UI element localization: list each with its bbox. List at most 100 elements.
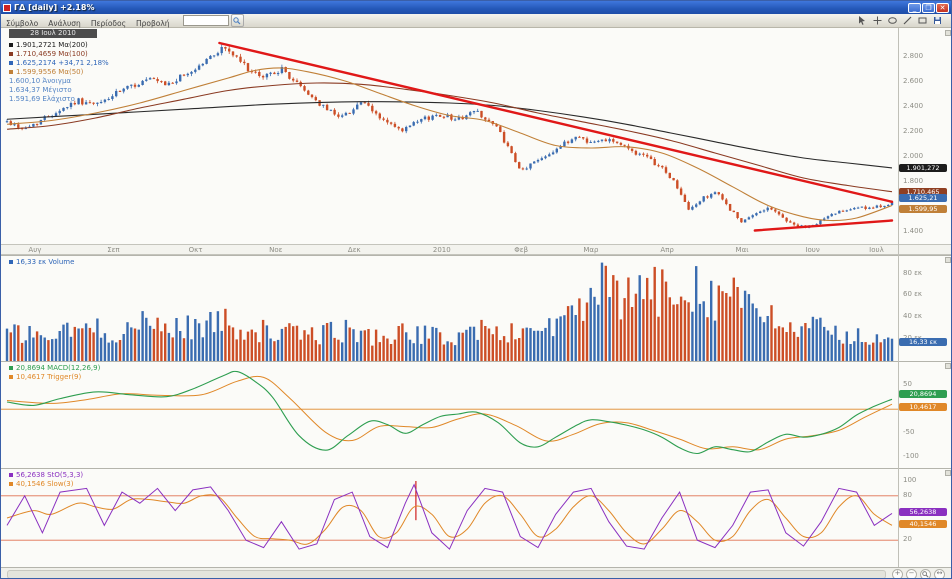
time-axis: Αυγ Σεπ Οκτ Νοε Δεκ 2010 Φεβ Μαρ Απρ Μαι Ιουν Ιουλ [1, 244, 951, 255]
minimize-button[interactable]: _ [908, 2, 921, 13]
value-badge: 16,33 εκ [899, 338, 947, 347]
value-badge: 20,8694 [899, 390, 947, 399]
month-label: 2010 [432, 246, 451, 254]
axis-label: 2.400 [903, 101, 924, 110]
month-label: Αυγ [28, 246, 42, 254]
stoch-legend-text: 56,2638 StO(5,3,3) [16, 470, 84, 479]
zoom-in-icon[interactable]: + [892, 568, 903, 578]
title-bar[interactable]: ΓΔ [daily] +2.18% _ ❐ ✕ [1, 1, 951, 14]
ellipse-tool-icon[interactable] [887, 15, 898, 26]
legend-bullet-icon [9, 374, 13, 379]
window-title: ΓΔ [daily] +2.18% [14, 3, 95, 12]
price-legend-row-2: 1.710,4659 Μα(100) [9, 49, 109, 58]
macd-legend-row-2: 10,4617 Trigger(9) [9, 372, 100, 381]
value-badge: 1.901,272 [899, 163, 947, 172]
macd-legend-text: 10,4617 Trigger(9) [16, 372, 82, 381]
volume-legend-row-1: 16,33 εκ Volume [9, 257, 74, 266]
symbol-search-input[interactable] [182, 15, 229, 26]
restore-button[interactable]: ❐ [922, 2, 935, 13]
legend-bullet-icon [9, 42, 13, 47]
stochastic-panel[interactable] [1, 468, 951, 567]
axis-label: 50 [903, 380, 912, 389]
month-label: Δεκ [347, 246, 361, 254]
value-badge: 1.625,21 [899, 194, 947, 203]
menu-bar: Σύμβολο Ανάλυση Περίοδος Προβολή [1, 14, 951, 28]
month-label: Ιουλ [869, 246, 884, 254]
axis-gutter-divider [898, 28, 899, 567]
stoch-legend-text: 40,1546 Slow(3) [16, 479, 74, 488]
save-tool-icon[interactable] [932, 15, 943, 26]
volume-panel[interactable] [1, 255, 951, 361]
legend-bullet-icon [9, 60, 13, 65]
menu-3[interactable]: Περίοδος [90, 19, 126, 28]
price-legend-row-5: 1.600,10 Άνοιγμα [9, 76, 109, 85]
volume-legend-text: 16,33 εκ Volume [16, 257, 75, 266]
axis-label: 2.600 [903, 76, 924, 85]
rectangle-tool-icon[interactable] [917, 15, 928, 26]
value-badge: 40,1546 [899, 520, 947, 529]
pan-icon[interactable]: ↔ [934, 568, 945, 578]
month-label: Νοε [269, 246, 283, 254]
month-label: Ιουν [805, 246, 820, 254]
menu-1[interactable]: Σύμβολο [6, 19, 39, 28]
date-label: 28 Ιουλ 2010 [9, 29, 97, 38]
search-button[interactable] [230, 14, 244, 27]
month-label: Οκτ [188, 246, 203, 254]
macd-panel[interactable] [1, 361, 951, 468]
axis-label: 80 εκ [903, 268, 923, 277]
panel-grip-icon[interactable] [945, 470, 951, 476]
axis-label: 2.800 [903, 51, 924, 60]
macd-legend-text: 20,8694 MACD(12,26,9) [16, 363, 101, 372]
stoch-legend-row-2: 40,1546 Slow(3) [9, 479, 83, 488]
axis-label: 2.000 [903, 151, 924, 160]
price-panel[interactable] [1, 28, 951, 244]
axis-label: 2.200 [903, 126, 924, 135]
price-legend-text: 1.625,2174 +34,71 2,18% [16, 58, 109, 67]
magnifier-icon [233, 16, 241, 24]
price-legend-row-3: 1.625,2174 +34,71 2,18% [9, 58, 109, 67]
legend-bullet-icon [9, 69, 13, 74]
h-scrollbar[interactable] [7, 569, 886, 578]
axis-label: 20 [903, 535, 912, 544]
chart-area: 28 Ιουλ 2010 1.901,2721 Μα(200) 1.710,465… [1, 28, 951, 578]
price-legend-row-1: 1.901,2721 Μα(200) [9, 40, 109, 49]
macd-legend: 20,8694 MACD(12,26,9) 10,4617 Trigger(9) [9, 363, 100, 381]
axis-label: 80 [903, 490, 912, 499]
price-legend-text: 1.901,2721 Μα(200) [16, 40, 88, 49]
panel-grip-icon[interactable] [945, 30, 951, 36]
value-badge: 10,4617 [899, 403, 947, 412]
price-legend: 1.901,2721 Μα(200) 1.710,4659 Μα(100) 1.62… [9, 40, 109, 103]
axis-label: 1.400 [903, 226, 924, 235]
month-label: Φεβ [514, 246, 529, 254]
stochastic-legend: 56,2638 StO(5,3,3) 40,1546 Slow(3) [9, 470, 83, 488]
month-label: Απρ [660, 246, 674, 254]
panel-grip-icon[interactable] [945, 363, 951, 369]
price-legend-text: 1.710,4659 Μα(100) [16, 49, 88, 58]
price-legend-text: 1.591,69 Ελάχιστο [9, 94, 75, 103]
cursor-tool-icon[interactable] [857, 15, 868, 26]
value-badge: 1.710,465 [899, 187, 947, 196]
menu-4[interactable]: Προβολή [136, 19, 170, 28]
price-legend-row-7: 1.591,69 Ελάχιστο [9, 94, 109, 103]
volume-legend: 16,33 εκ Volume [9, 257, 74, 266]
magnifier-icon[interactable] [920, 568, 931, 578]
value-badge: 56,2638 [899, 508, 947, 517]
price-legend-text: 1.599,9556 Μα(50) [16, 67, 84, 76]
zoom-out-icon[interactable]: − [906, 568, 917, 578]
month-label: Μαι [735, 246, 749, 254]
month-label: Σεπ [107, 246, 120, 254]
status-bar: + − ↔ [1, 567, 951, 578]
axis-label: 100 [903, 476, 917, 484]
month-label: Μαρ [583, 246, 599, 254]
legend-bullet-icon [9, 51, 13, 56]
line-tool-icon[interactable] [902, 15, 913, 26]
panel-grip-icon[interactable] [945, 257, 951, 263]
crosshair-tool-icon[interactable] [872, 15, 883, 26]
axis-label: 1.800 [903, 176, 924, 185]
value-badge: 1.599,95 [899, 204, 947, 213]
close-button[interactable]: ✕ [936, 2, 949, 13]
price-legend-row-4: 1.599,9556 Μα(50) [9, 67, 109, 76]
axis-label: 60 εκ [903, 290, 923, 299]
menu-2[interactable]: Ανάλυση [48, 19, 81, 28]
